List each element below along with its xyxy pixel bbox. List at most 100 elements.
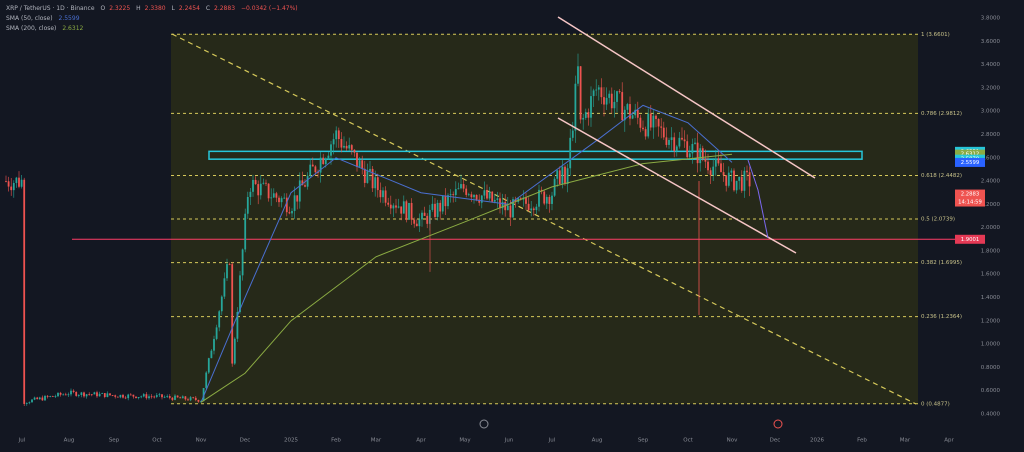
- candle-body: [740, 176, 743, 191]
- fib-label-3: 0.5 (2.0739): [921, 217, 955, 223]
- candle-body: [220, 296, 223, 312]
- sma200-label: SMA (200, close): [6, 25, 57, 32]
- candle-body: [470, 194, 473, 198]
- candle-body: [306, 175, 309, 187]
- price-tag-5: [955, 197, 985, 207]
- candle-body: [701, 148, 704, 159]
- candle-body: [478, 199, 481, 203]
- y-tick-10: 1.8000: [981, 248, 1001, 254]
- candle-body: [33, 397, 36, 400]
- y-tick-1: 3.6000: [981, 39, 1001, 45]
- candle-body: [543, 191, 546, 204]
- candle-body: [291, 210, 293, 214]
- y-tick-0: 3.8000: [981, 16, 1001, 22]
- x-tick-0: Jul: [18, 438, 26, 444]
- candle-body: [655, 115, 657, 119]
- candle-body: [231, 264, 234, 364]
- candle-body: [735, 180, 738, 191]
- candle-body: [571, 130, 574, 138]
- candle-body: [116, 396, 119, 398]
- sma200-line: [200, 153, 733, 403]
- candle-body: [535, 206, 538, 211]
- candle-body: [675, 146, 678, 152]
- candle-body: [145, 394, 148, 399]
- candle-body: [717, 158, 720, 164]
- candle-body: [168, 396, 171, 398]
- candle-body: [283, 197, 286, 199]
- symbol-label[interactable]: XRP / TetherUS · 1D · Binance: [6, 5, 95, 12]
- candle-body: [5, 181, 7, 182]
- candle-body: [727, 172, 730, 186]
- candle-body: [119, 394, 122, 398]
- candle-body: [382, 190, 384, 198]
- candle-body: [174, 395, 176, 400]
- candle-body: [447, 195, 449, 207]
- candle-body: [512, 199, 514, 218]
- price-tag-label-4: 2.2883: [961, 192, 980, 198]
- candle-body: [228, 264, 231, 265]
- x-tick-18: 2026: [810, 438, 824, 444]
- price-tag-1: [955, 149, 985, 159]
- candle-body: [132, 394, 135, 397]
- x-tick-4: Nov: [196, 438, 207, 444]
- candle-body: [140, 396, 143, 398]
- candle-body: [670, 137, 673, 141]
- candle-body: [525, 197, 527, 204]
- candle-body: [288, 212, 291, 214]
- candle-body: [584, 112, 587, 118]
- candle-body: [322, 157, 325, 165]
- candle-body: [566, 168, 569, 185]
- candle-body: [127, 394, 130, 399]
- candle-body: [730, 170, 733, 173]
- candle-body: [366, 171, 369, 183]
- candle-body: [314, 166, 317, 173]
- candle-body: [569, 137, 572, 169]
- sma200-value: 2.6312: [62, 25, 84, 32]
- candle-body: [44, 395, 46, 401]
- candle-body: [241, 249, 244, 276]
- candle-body: [418, 219, 421, 227]
- candle-body: [259, 183, 262, 196]
- candle-body: [444, 195, 447, 207]
- candle-body: [483, 190, 486, 196]
- open-value: 2.3225: [109, 5, 131, 12]
- candle-body: [665, 137, 668, 145]
- candle-body: [496, 198, 499, 200]
- y-tick-3: 3.2000: [981, 85, 1001, 91]
- candle-body: [389, 204, 392, 209]
- channel-lower: [557, 117, 797, 254]
- y-tick-15: 0.8000: [981, 365, 1001, 371]
- candle-body: [376, 177, 379, 191]
- candle-body: [709, 170, 712, 176]
- candle-body: [431, 203, 434, 210]
- candle-body: [462, 184, 465, 189]
- candle-body: [629, 104, 631, 119]
- candle-body: [551, 195, 553, 204]
- sma200-row[interactable]: SMA (200, close) 2.6312: [6, 24, 302, 34]
- candle-body: [215, 327, 218, 339]
- candle-body: [265, 182, 267, 184]
- sma50-row[interactable]: SMA (50, close) 2.5599: [6, 14, 302, 24]
- candle-body: [337, 130, 340, 140]
- candle-body: [480, 195, 483, 203]
- candle-body: [642, 127, 644, 130]
- candle-body: [319, 157, 322, 173]
- event-marker-icon-2: [479, 419, 489, 429]
- candle-body: [561, 166, 564, 185]
- candle-body: [408, 202, 410, 220]
- candle-body: [246, 196, 249, 214]
- candle-body: [124, 397, 127, 399]
- candle-body: [77, 395, 80, 396]
- candle-body: [582, 117, 585, 120]
- candle-body: [317, 172, 319, 174]
- candle-body: [96, 392, 98, 397]
- y-tick-13: 1.2000: [981, 318, 1001, 324]
- candle-body: [488, 191, 491, 199]
- candle-body: [122, 394, 124, 398]
- candle-body: [298, 180, 301, 202]
- candle-body: [207, 358, 210, 373]
- candle-body: [285, 197, 288, 213]
- candle-body: [194, 397, 197, 400]
- candle-body: [202, 388, 205, 402]
